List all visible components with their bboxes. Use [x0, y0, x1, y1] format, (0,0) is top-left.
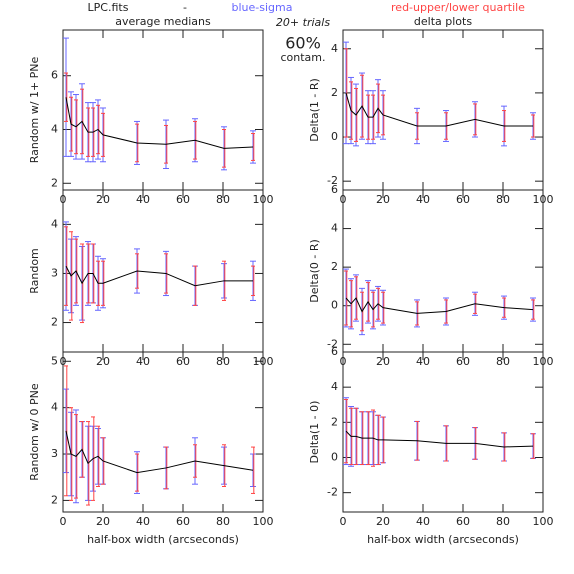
x-tick-label: 20	[376, 515, 390, 528]
y-tick-label: 2	[51, 176, 58, 189]
y-axis-label: Delta(0 - R)	[308, 239, 321, 303]
x-tick-label: 60	[176, 193, 190, 206]
median-line	[65, 97, 254, 149]
y-tick-label: 3	[51, 266, 58, 279]
y-tick-label: 4	[51, 401, 58, 414]
x-tick-label: 20	[96, 193, 110, 206]
x-tick-label: 40	[416, 193, 430, 206]
y-axis-label: Random	[28, 248, 41, 294]
x-tick-label: 60	[456, 355, 470, 368]
x-tick-label: 80	[216, 355, 230, 368]
y-tick-label: 4	[331, 42, 338, 55]
median-line	[345, 430, 534, 448]
x-tick-label: 20	[376, 355, 390, 368]
x-tick-label: 20	[96, 515, 110, 528]
y-tick-label: 2	[331, 415, 338, 428]
x-tick-label: 0	[60, 515, 67, 528]
y-tick-label: 0	[331, 299, 338, 312]
y-tick-label: 2	[331, 86, 338, 99]
y-axis-label: Delta(1 - R)	[308, 78, 321, 142]
x-tick-label: 20	[96, 355, 110, 368]
y-tick-label: 6	[331, 345, 338, 358]
panel-title: average medians	[115, 15, 211, 28]
y-tick-label: 4	[51, 122, 58, 135]
x-tick-label: 60	[176, 515, 190, 528]
separator: -	[183, 1, 187, 14]
contamination-value: 60%	[285, 34, 321, 53]
x-tick-label: 0	[340, 515, 347, 528]
y-axis-label: Delta(1 - 0)	[308, 401, 321, 464]
y-axis-label: Random w/ 1+ PNe	[28, 56, 41, 163]
x-tick-label: 60	[456, 193, 470, 206]
median-line	[65, 430, 254, 474]
y-tick-label: 6	[331, 183, 338, 196]
y-tick-label: 4	[331, 380, 338, 393]
x-tick-label: 40	[416, 515, 430, 528]
y-tick-label: -2	[327, 337, 338, 350]
y-tick-label: 0	[331, 130, 338, 143]
y-tick-label: 3	[51, 447, 58, 460]
y-tick-label: 0	[331, 450, 338, 463]
y-tick-label: -2	[327, 486, 338, 499]
contamination-label: contam.	[280, 51, 325, 64]
x-tick-label: 60	[176, 355, 190, 368]
median-line	[65, 265, 253, 287]
y-tick-label: 2	[51, 493, 58, 506]
y-tick-label: 6	[51, 69, 58, 82]
x-tick-label: 80	[496, 355, 510, 368]
x-tick-label: 40	[136, 515, 150, 528]
sigma-key: blue-sigma	[232, 1, 293, 14]
x-tick-label: 100	[533, 515, 554, 528]
panel-title: delta plots	[414, 15, 472, 28]
x-axis-label: half-box width (arcseconds)	[87, 533, 239, 546]
x-tick-label: 40	[136, 355, 150, 368]
y-tick-label: 4	[51, 217, 58, 230]
trials-note: 20+ trials	[276, 16, 330, 29]
x-tick-label: 20	[376, 193, 390, 206]
y-tick-label: 5	[51, 354, 58, 367]
y-tick-label: 4	[331, 222, 338, 235]
quartile-key: red-upper/lower quartile	[391, 1, 525, 14]
median-line	[345, 92, 533, 127]
y-tick-label: 2	[51, 316, 58, 329]
file-name: LPC.fits	[88, 1, 129, 14]
x-tick-label: 80	[496, 193, 510, 206]
x-tick-label: 100	[253, 515, 274, 528]
x-tick-label: 40	[416, 355, 430, 368]
plot-frame	[342, 351, 544, 513]
x-tick-label: 40	[136, 193, 150, 206]
x-tick-label: 60	[456, 515, 470, 528]
plot-frame	[62, 351, 264, 513]
x-tick-label: 80	[496, 515, 510, 528]
median-line	[345, 297, 534, 314]
x-tick-label: 80	[216, 515, 230, 528]
y-tick-label: -2	[327, 174, 338, 187]
y-axis-label: Random w/ 0 PNe	[28, 383, 41, 481]
x-tick-label: 80	[216, 193, 230, 206]
x-axis-label: half-box width (arcseconds)	[367, 533, 519, 546]
y-tick-label: 2	[331, 260, 338, 273]
